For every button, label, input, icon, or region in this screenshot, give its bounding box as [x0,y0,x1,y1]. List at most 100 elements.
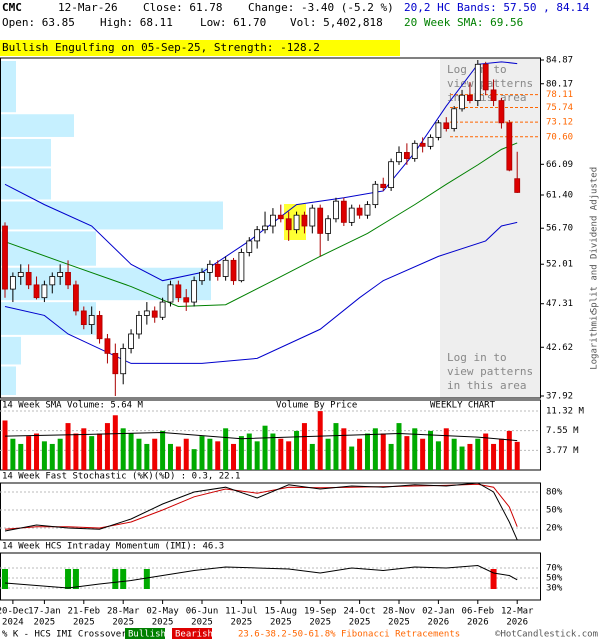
volume-bar [34,433,40,470]
candle-body [317,207,324,234]
y-tick-label: 37.92 [546,392,573,402]
x-tick-year: 2025 [191,618,213,628]
volume-by-price-bar [1,336,21,365]
x-tick-label: 21-Feb [68,607,101,617]
imi-tick-label: 50% [546,574,563,584]
volume-tick-label: 3.77 M [546,446,579,456]
pattern-bar [0,40,400,56]
candle-body [159,301,166,318]
volume-bar [388,443,394,470]
candle-body [490,89,497,101]
candle-body [191,280,198,303]
volume-bar [459,446,465,470]
volume-bar [475,438,481,470]
volume-bar [73,433,79,470]
candle-body [403,152,410,160]
volume-bar [120,428,126,470]
indicator-line [4,221,518,364]
x-tick-year: 2025 [349,618,371,628]
fib-label: 78.11 [546,90,573,100]
volume-bar [144,443,150,470]
change: Change: -3.40 (-5.2 %) [248,1,394,14]
x-tick-year: 2026 [467,618,489,628]
x-tick-label: 11-Jul [225,607,258,617]
y-tick-label: 84.87 [546,56,573,66]
high: High: 68.11 [100,16,173,29]
volume-bar [81,428,87,470]
bearish-key [172,628,212,639]
volume-bar [104,423,110,470]
footer-bearish: Bearish [175,630,213,640]
x-tick-label: 02-Jan [422,607,455,617]
vbp-title: Volume By Price [276,401,357,411]
candle-body [388,161,395,189]
candle-body [482,63,489,91]
login-text: view patterns [447,365,533,378]
volume-bar [41,441,47,470]
volume-by-price-bar [1,201,223,230]
candle-body [49,276,56,286]
candle-body [33,284,40,299]
volume-bar [325,438,331,470]
login-text: view patterns [447,77,533,90]
candle-body [285,218,292,231]
volume-tick-label: 7.55 M [546,426,579,436]
volume-bar [372,428,378,470]
candle-body [459,94,465,110]
volume-by-price-bar [1,366,16,395]
candle-body [270,214,276,227]
volume-bar [451,438,457,470]
y-tick-label: 66.09 [546,160,573,170]
login-text: in this area [447,379,526,392]
candle-body [262,225,268,231]
stoch-k [4,482,518,541]
date: 12-Mar-26 [58,1,118,14]
x-tick-label: 28-Mar [107,607,140,617]
bullish-key [125,628,165,639]
candle-body [175,284,182,299]
x-tick-year: 2025 [388,618,410,628]
candle-body [167,284,174,303]
candle-body [411,142,418,160]
candle-body [333,200,339,220]
volume-by-price-bar [1,61,16,113]
footer-crossover: % K - HCS IMI Crossover, [2,630,132,640]
volume-bar [443,428,449,470]
volume-by-price-bar [1,168,51,200]
x-tick-year: 2025 [34,618,56,628]
panel-frame [0,482,541,541]
candle-body [309,207,316,227]
stoch-tick-label: 20% [546,524,563,534]
volume-bar [191,449,197,470]
open: Open: 63.85 [2,16,75,29]
candle-body [443,122,450,129]
x-tick-year: 2024 [2,618,24,628]
volume-bar [498,438,504,470]
volume-bar [364,433,370,470]
candle-body [151,310,158,318]
candle-body [419,142,426,147]
log-label: Logarithmic [590,310,600,370]
panel-frame [0,552,541,601]
candle-body [435,122,442,138]
footer-bullish: Bullish [128,630,166,640]
volume-bar [136,438,142,470]
volume-bar [10,438,16,470]
crossover-bar [120,569,127,589]
x-tick-label: 20-Dec [0,607,29,617]
candle-body [128,333,134,349]
candle-body [65,272,71,286]
imi-tick-label: 30% [546,584,563,594]
volume-bar [18,443,24,470]
x-tick-year: 2025 [112,618,134,628]
volume-sma [4,431,518,442]
candle-body [301,214,308,227]
volume-bar [49,443,55,470]
x-tick-label: 24-Oct [343,607,376,617]
candle-body [199,272,205,282]
candle-body [246,240,253,253]
volume-bar [506,430,512,470]
candle-body [514,178,521,193]
y-tick-label: 42.62 [546,343,573,353]
x-tick-year: 2026 [506,618,528,628]
